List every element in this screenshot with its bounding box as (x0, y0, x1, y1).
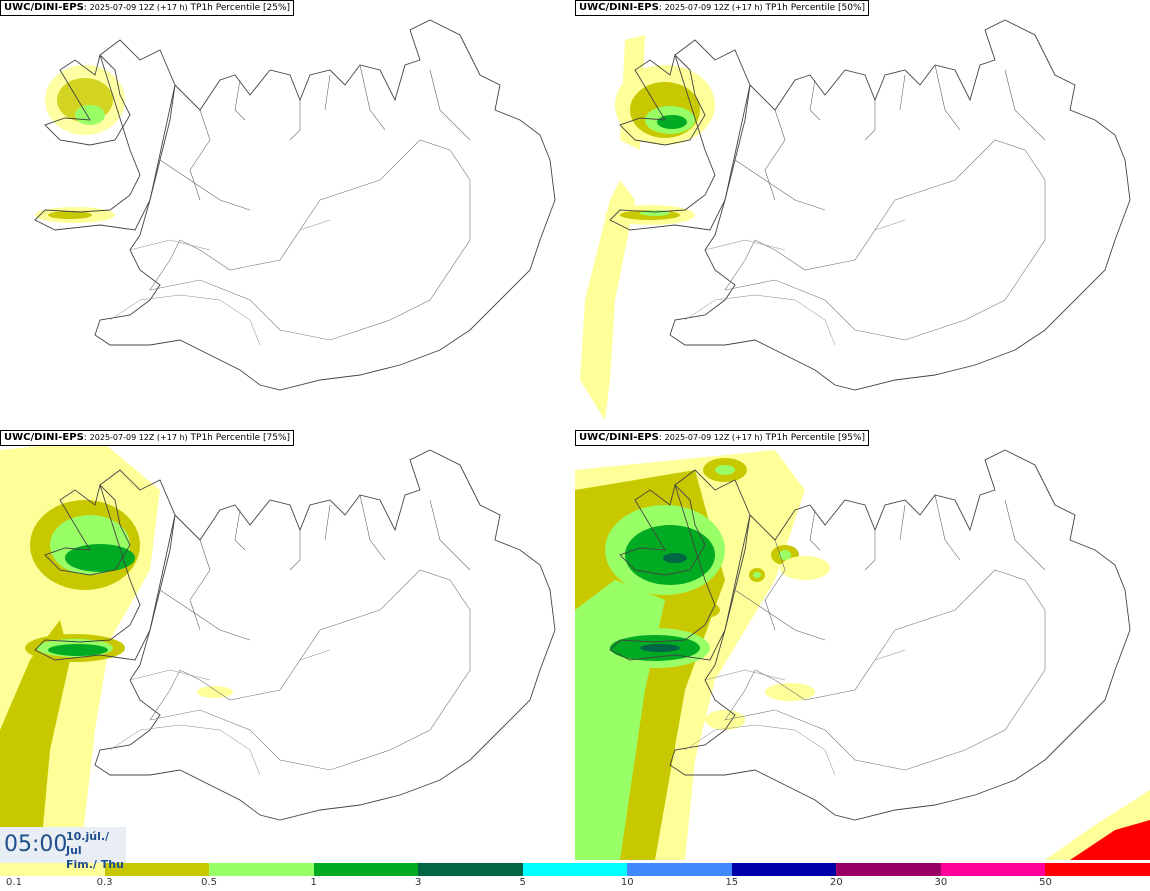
color-scale-label: 50 (1039, 877, 1052, 888)
color-scale-label: 1 (310, 877, 317, 888)
map-panel-75: UWC/DINI-EPS: 2025-07-09 12Z (+17 h) TP1… (0, 430, 575, 860)
map-panel-95: UWC/DINI-EPS: 2025-07-09 12Z (+17 h) TP1… (575, 430, 1150, 860)
color-scale-label: 15 (725, 877, 739, 888)
valid-time-box: 05:00 10.júl./ Jul Fim./ Thu (0, 827, 126, 871)
panel-title: UWC/DINI-EPS: 2025-07-09 12Z (+17 h) TP1… (575, 0, 870, 16)
color-scale-swatch (627, 863, 732, 876)
color-scale-swatch (418, 863, 523, 876)
panel-title: UWC/DINI-EPS: 2025-07-09 12Z (+17 h) TP1… (0, 0, 295, 16)
color-scale-label: 0.3 (96, 877, 113, 888)
valid-date: 10.júl./ Jul Fim./ Thu (66, 830, 126, 872)
color-scale-swatch (0, 863, 105, 876)
color-scale-label: 0.5 (201, 877, 218, 888)
precip-map (34, 19, 556, 391)
color-scale-bar (0, 863, 1150, 876)
color-scale-swatch (522, 863, 628, 876)
map-panel-25: UWC/DINI-EPS: 2025-07-09 12Z (+17 h) TP1… (0, 0, 575, 430)
precip-map (0, 440, 556, 860)
color-scale-label: 10 (620, 877, 634, 888)
precip-map (580, 19, 1131, 420)
panel-title: UWC/DINI-EPS: 2025-07-09 12Z (+17 h) TP1… (0, 430, 295, 446)
panel-title: UWC/DINI-EPS: 2025-07-09 12Z (+17 h) TP1… (575, 430, 870, 446)
map-panel-50: UWC/DINI-EPS: 2025-07-09 12Z (+17 h) TP1… (575, 0, 1150, 430)
date-line-1: 10.júl./ Jul (66, 830, 110, 857)
valid-time: 05:00 (4, 832, 68, 857)
color-scale-swatch (1045, 863, 1150, 876)
color-scale-label: 30 (934, 877, 948, 888)
date-line-2: Fim./ Thu (66, 858, 124, 871)
color-scale-label: 3 (414, 877, 422, 888)
color-scale-label: 5 (519, 877, 526, 888)
color-scale-swatch (313, 863, 419, 876)
color-scale-swatch (836, 863, 941, 876)
color-scale-swatch (940, 863, 1046, 876)
color-scale-label: 20 (829, 877, 843, 888)
color-scale-label: 0.1 (6, 877, 22, 888)
color-scale-swatch (209, 863, 314, 876)
precip-map (575, 449, 1150, 860)
color-scale-labels: 0.1 0.3 0.5 1 3 5 10 15 20 30 50 (0, 876, 1150, 891)
color-scale-swatch (104, 863, 210, 876)
color-scale-swatch (731, 863, 837, 876)
